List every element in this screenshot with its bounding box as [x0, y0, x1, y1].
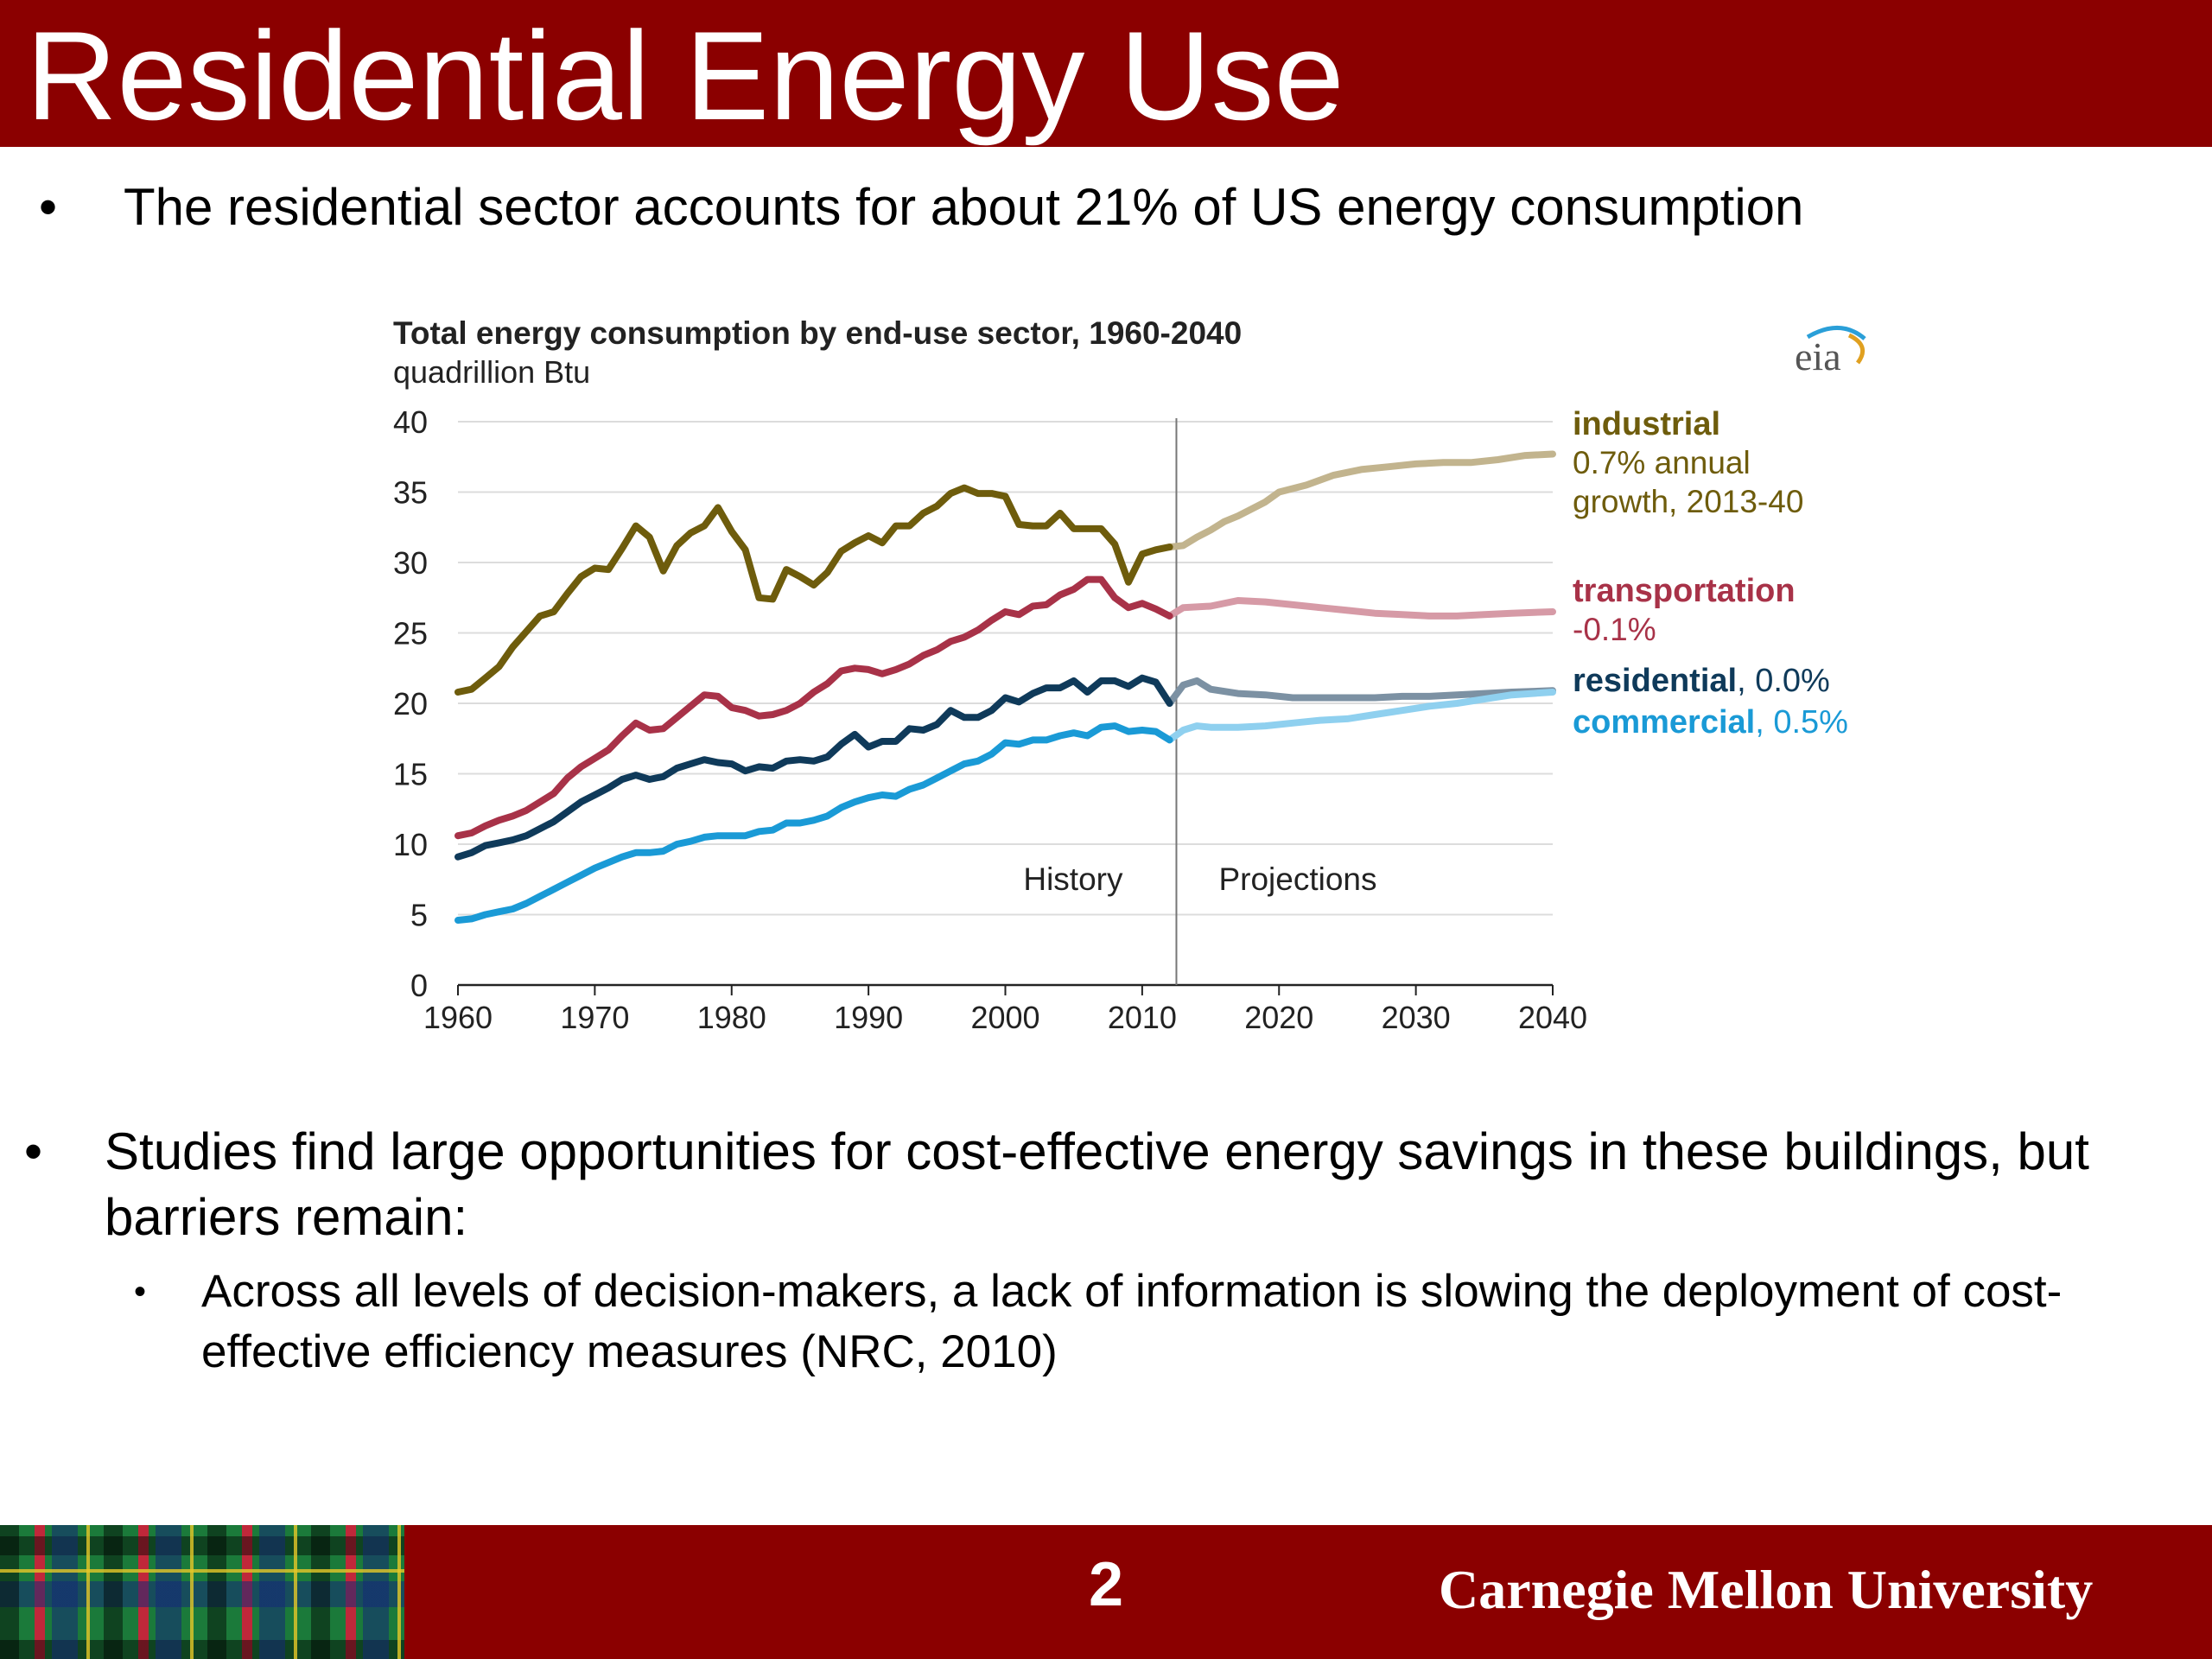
series-label-transportation: transportation: [1573, 573, 1796, 609]
projections-label: Projections: [1218, 861, 1376, 897]
history-label: History: [1023, 861, 1123, 897]
y-tick-label: 15: [393, 757, 428, 792]
y-tick-label: 30: [393, 545, 428, 581]
series-line-industrial-history: [454, 484, 1173, 696]
bullet-dot: •: [24, 1122, 43, 1180]
bullet-1-text: The residential sector accounts for abou…: [124, 178, 1804, 236]
x-tick-label: 1980: [697, 1000, 766, 1035]
slide-title: Residential Energy Use: [26, 5, 1344, 146]
y-tick-label: 10: [393, 827, 428, 862]
page-number: 2: [1088, 1550, 1124, 1619]
tartan-pattern: [0, 1525, 404, 1659]
university-wordmark: Carnegie Mellon University: [1439, 1559, 2094, 1620]
series-label-residential: residential, 0.0%: [1573, 663, 1830, 699]
x-tick-label: 1970: [560, 1000, 629, 1035]
x-tick-label: 2030: [1382, 1000, 1451, 1035]
eia-logo: eia: [1795, 334, 1841, 378]
x-tick-label: 2000: [970, 1000, 1039, 1035]
energy-consumption-chart: Total energy consumption by end-use sect…: [393, 315, 1866, 1035]
y-tick-label: 20: [393, 686, 428, 721]
x-tick-label: 2010: [1108, 1000, 1177, 1035]
y-tick-label: 40: [393, 404, 428, 440]
series-label-commercial: commercial, 0.5%: [1573, 704, 1848, 741]
chart-title: Total energy consumption by end-use sect…: [393, 315, 1242, 351]
bullet-2-text: Studies find large opportunities for cos…: [105, 1122, 2089, 1246]
x-tick-label: 2020: [1244, 1000, 1313, 1035]
series-note-industrial: 0.7% annual: [1573, 445, 1751, 480]
x-tick-label: 1960: [423, 1000, 493, 1035]
y-tick-label: 35: [393, 475, 428, 511]
series-line-commercial-history: [454, 722, 1173, 924]
footer-bar: 2 Carnegie Mellon University: [0, 1525, 2212, 1659]
series-note-transportation: -0.1%: [1573, 612, 1656, 647]
sub-bullet-1-text: Across all levels of decision-makers, a …: [201, 1266, 2063, 1377]
series-line-commercial-projection: [1166, 689, 1556, 744]
series-label-industrial: industrial: [1573, 406, 1720, 442]
y-tick-label: 25: [393, 616, 428, 652]
series-line-industrial-projection: [1166, 450, 1556, 551]
eia-logo-swoosh: [1847, 333, 1866, 365]
x-tick-label: 2040: [1518, 1000, 1587, 1035]
chart-subtitle: quadrillion Btu: [393, 354, 590, 390]
title-bar: Residential Energy Use: [0, 0, 2212, 147]
series-line-residential-history: [454, 674, 1173, 861]
bullet-dot: •: [134, 1273, 147, 1311]
series-line-transportation-history: [454, 575, 1173, 840]
bullet-dot: •: [39, 178, 58, 236]
series-note-industrial: growth, 2013-40: [1573, 484, 1803, 519]
eia-logo-swoosh: [1806, 326, 1866, 340]
series-line-residential-projection: [1166, 677, 1556, 707]
x-tick-label: 1990: [834, 1000, 903, 1035]
y-tick-label: 0: [410, 968, 428, 1003]
series-line-transportation-projection: [1166, 597, 1556, 620]
y-tick-label: 5: [410, 898, 428, 933]
